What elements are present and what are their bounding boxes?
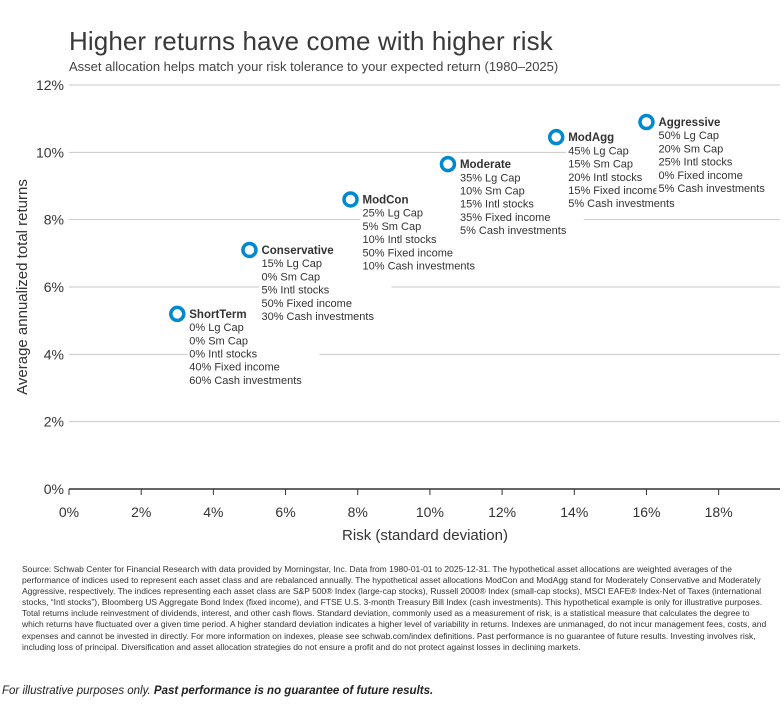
x-tick-label: 0% bbox=[59, 504, 79, 520]
x-axis-label: Risk (standard deviation) bbox=[342, 527, 508, 544]
point-allocation-label: 60% Cash investments bbox=[189, 375, 302, 387]
point-allocation-label: 5% Cash investments bbox=[568, 198, 675, 210]
data-point-marker bbox=[169, 305, 186, 323]
y-tick-label: 0% bbox=[44, 481, 64, 497]
point-allocation-label: 50% Fixed income bbox=[261, 298, 352, 310]
point-allocation-label: 0% Sm Cap bbox=[261, 271, 320, 283]
y-tick-label: 10% bbox=[36, 144, 64, 160]
footer-bold: Past performance is no guarantee of futu… bbox=[153, 685, 434, 697]
page-subtitle: Asset allocation helps match your risk t… bbox=[69, 59, 559, 74]
point-allocation-label: 0% Lg Cap bbox=[189, 322, 243, 334]
point-allocation-label: 25% Lg Cap bbox=[363, 208, 424, 220]
point-allocation-label: 40% Fixed income bbox=[189, 362, 280, 374]
point-name-label: ShortTerm bbox=[189, 309, 246, 321]
x-tick-label: 16% bbox=[632, 504, 660, 520]
label-background bbox=[457, 157, 584, 239]
y-tick-label: 8% bbox=[44, 212, 64, 228]
y-tick-label: 12% bbox=[36, 77, 64, 93]
data-point-marker bbox=[342, 191, 359, 208]
point-allocation-label: 15% Lg Cap bbox=[261, 258, 322, 270]
point-allocation-label: 5% Cash investments bbox=[658, 183, 765, 195]
page-title: Higher returns have come with higher ris… bbox=[69, 26, 553, 56]
point-allocation-label: 10% Sm Cap bbox=[460, 186, 525, 198]
x-tick-label: 4% bbox=[203, 504, 223, 520]
data-point-marker bbox=[547, 128, 565, 146]
x-tick-label: 2% bbox=[131, 504, 151, 520]
x-tick-label: 6% bbox=[275, 504, 295, 520]
point-name-label: Moderate bbox=[460, 159, 511, 171]
data-point-marker bbox=[241, 241, 258, 259]
data-point-marker bbox=[439, 155, 457, 173]
point-allocation-label: 20% Intl stocks bbox=[568, 172, 642, 184]
point-allocation-label: 25% Intl stocks bbox=[658, 157, 732, 169]
risk-return-chart: 0% 2% 4% 6% 8% 10% 12% 0% 2% 4% 6% 8% 10% 12% 14% 16% 18… bbox=[14, 77, 783, 544]
axes: 0% 2% 4% 6% 8% 10% 12% 0% 2% 4% 6% 8% 10% 12% 14% 16% 18… bbox=[36, 77, 780, 520]
y-tick-label: 2% bbox=[44, 414, 64, 430]
point-allocation-label: 45% Lg Cap bbox=[568, 145, 629, 157]
point-allocation-label: 50% Lg Cap bbox=[658, 130, 719, 142]
x-tick-label: 14% bbox=[560, 504, 588, 520]
point-allocation-label: 35% Lg Cap bbox=[460, 172, 521, 184]
point-allocation-label: 0% Intl stocks bbox=[189, 349, 257, 361]
y-axis-label: Average annualized total returns bbox=[14, 179, 31, 395]
point-allocation-label: 5% Intl stocks bbox=[261, 285, 329, 297]
x-tick-label: 10% bbox=[416, 504, 444, 520]
point-allocation-label: 20% Sm Cap bbox=[658, 143, 723, 155]
point-name-label: ModAgg bbox=[568, 132, 614, 144]
label-background bbox=[656, 115, 783, 197]
point-allocation-label: 30% Cash investments bbox=[261, 311, 374, 323]
source-note: Source: Schwab Center for Financial Rese… bbox=[22, 564, 767, 652]
point-allocation-label: 35% Fixed income bbox=[460, 212, 550, 224]
y-tick-label: 6% bbox=[44, 279, 64, 295]
point-allocation-label: 10% Cash investments bbox=[363, 260, 476, 272]
point-allocation-label: 15% Fixed income bbox=[568, 185, 659, 197]
x-tick-label: 12% bbox=[488, 504, 516, 520]
footer-note: For illustrative purposes only. Past per… bbox=[2, 685, 433, 697]
y-tick-label: 4% bbox=[44, 346, 64, 362]
point-allocation-label: 5% Cash investments bbox=[460, 225, 567, 237]
point-allocation-label: 10% Intl stocks bbox=[363, 234, 437, 246]
point-allocation-label: 50% Fixed income bbox=[363, 247, 454, 259]
point-name-label: Aggressive bbox=[658, 117, 720, 129]
point-allocation-label: 5% Sm Cap bbox=[363, 221, 422, 233]
point-allocation-label: 15% Sm Cap bbox=[568, 159, 633, 171]
point-name-label: ModCon bbox=[363, 194, 409, 206]
x-tick-label: 18% bbox=[705, 504, 733, 520]
grid-lines bbox=[69, 84, 780, 423]
footer-italic: For illustrative purposes only. bbox=[2, 685, 151, 697]
point-name-label: Conservative bbox=[261, 245, 333, 257]
point-allocation-label: 0% Fixed income bbox=[658, 170, 742, 182]
point-allocation-label: 15% Intl stocks bbox=[460, 199, 534, 211]
data-point-marker bbox=[638, 113, 655, 131]
point-allocation-label: 0% Sm Cap bbox=[189, 335, 248, 347]
x-tick-label: 8% bbox=[348, 504, 368, 520]
